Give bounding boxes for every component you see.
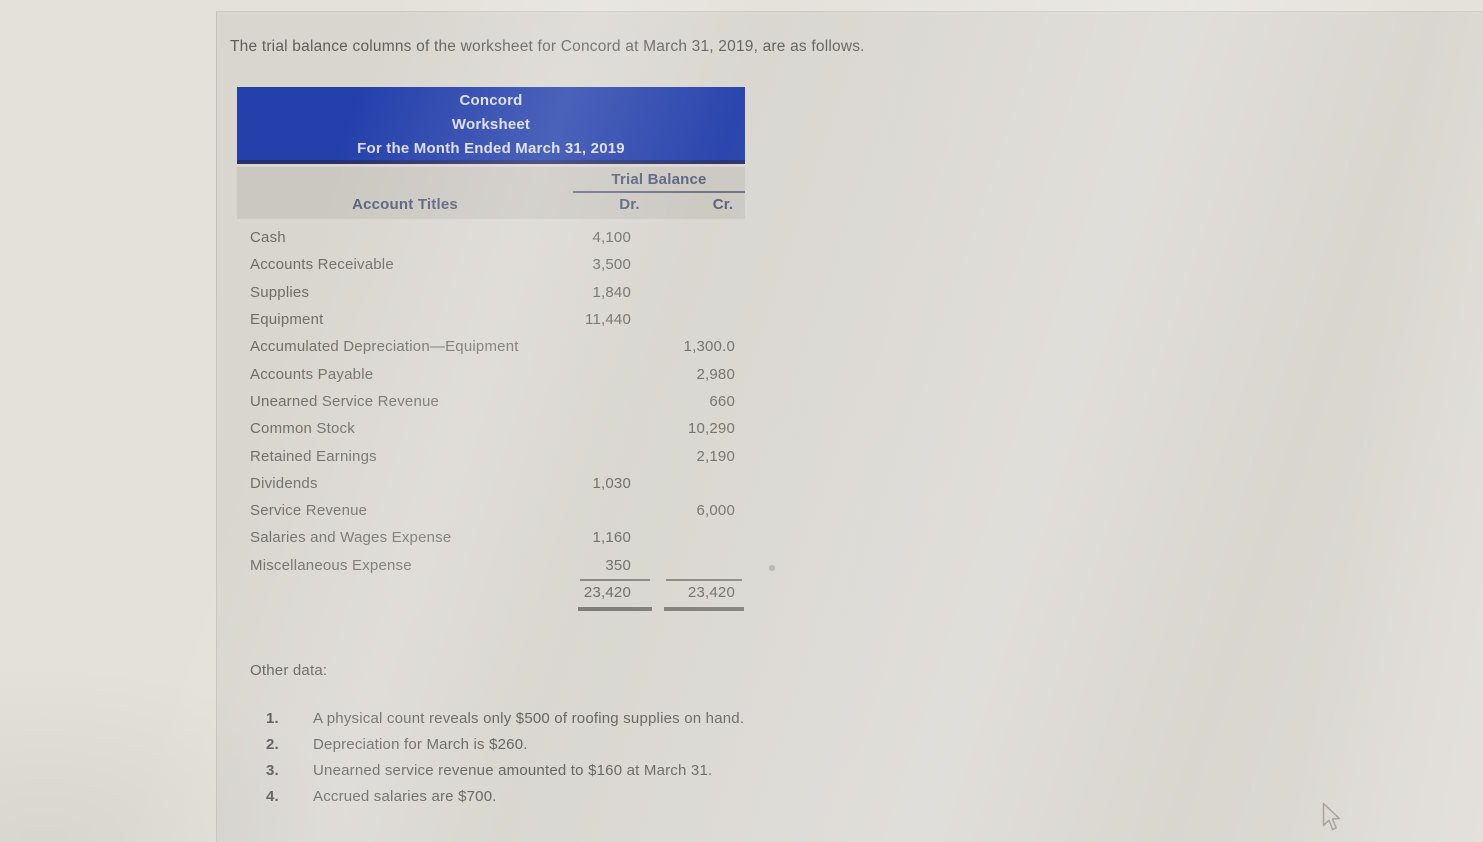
worksheet-period: For the Month Ended March 31, 2019 (357, 140, 625, 157)
table-row: Accounts Payable 2,980 (237, 360, 745, 387)
worksheet-title: Worksheet (451, 116, 531, 133)
column-header-cr: Cr. (712, 196, 734, 213)
dust-speck (769, 565, 775, 571)
account-name-cell: Cash (250, 229, 286, 247)
double-rule-dr (578, 607, 652, 611)
other-data-heading: Other data: (250, 662, 328, 679)
dr-value-cell: 1,030 (592, 474, 631, 492)
table-row: Supplies 1,840 (237, 279, 745, 306)
total-dr-cell: 23,420 (583, 584, 631, 601)
list-item-number: 4. (266, 787, 279, 805)
total-cr-cell: 23,420 (687, 584, 735, 601)
table-row: Accounts Receivable 3,500 (237, 251, 745, 278)
list-item: 3. Unearned service revenue amounted to … (266, 758, 744, 784)
single-rule-dr (580, 579, 650, 581)
table-row: Cash 4,100 (237, 224, 745, 251)
cr-value-cell: 6,000 (696, 502, 735, 520)
cr-value-cell: 10,290 (687, 420, 735, 438)
trial-balance-table: Cash 4,100 Accounts Receivable 3,500 Sup… (237, 224, 745, 606)
account-name-cell: Supplies (250, 283, 310, 301)
table-row: Retained Earnings 2,190 (237, 442, 745, 469)
problem-statement: The trial balance columns of the workshe… (230, 38, 865, 55)
list-item-text: Depreciation for March is $260. (313, 736, 528, 754)
cr-value-cell: 2,980 (696, 365, 735, 383)
account-name-cell: Salaries and Wages Expense (250, 529, 452, 547)
single-rule-cr (666, 579, 742, 581)
dr-value-cell: 1,160 (592, 529, 631, 547)
list-item-text: A physical count reveals only $500 of ro… (313, 710, 745, 728)
cr-value-cell: 660 (709, 392, 735, 410)
cr-value-cell: 2,190 (696, 447, 735, 465)
table-row: Unearned Service Revenue 660 (237, 388, 745, 415)
list-item-number: 2. (266, 736, 279, 754)
table-row: Common Stock 10,290 (237, 415, 745, 442)
totals-row: 23,420 23,420 (237, 579, 745, 606)
worksheet-header: Concord Worksheet For the Month Ended Ma… (237, 87, 745, 164)
mouse-cursor-icon (1322, 802, 1346, 840)
dr-value-cell: 4,100 (592, 229, 631, 247)
list-item-number: 3. (266, 761, 279, 779)
table-row: Accumulated Depreciation—Equipment 1,300… (237, 333, 745, 360)
account-name-cell: Accounts Payable (250, 365, 374, 383)
column-header-dr: Dr. (619, 196, 640, 213)
double-rule-cr (664, 607, 744, 611)
account-name-cell: Retained Earnings (250, 447, 377, 465)
table-row: Dividends 1,030 (237, 470, 745, 497)
table-row: Equipment 11,440 (237, 306, 745, 333)
dr-value-cell: 350 (605, 556, 631, 574)
account-name-cell: Service Revenue (250, 502, 368, 520)
cr-value-cell: 1,300.0 (683, 338, 735, 356)
account-name-cell: Equipment (250, 311, 324, 329)
list-item: 2. Depreciation for March is $260. (266, 732, 744, 758)
column-header-account-titles: Account Titles (352, 196, 458, 213)
dr-value-cell: 11,440 (585, 311, 631, 329)
account-name-cell: Common Stock (250, 420, 355, 438)
account-name-cell: Unearned Service Revenue (250, 392, 440, 410)
table-row: Salaries and Wages Expense 1,160 (237, 524, 745, 551)
account-name-cell: Dividends (250, 474, 318, 492)
column-header-band: Trial Balance Account Titles Dr. Cr. (237, 167, 745, 219)
table-row: Service Revenue 6,000 (237, 497, 745, 524)
account-name-cell: Accumulated Depreciation—Equipment (250, 338, 519, 356)
company-name: Concord (459, 92, 523, 109)
list-item-number: 1. (266, 710, 279, 728)
table-row: Miscellaneous Expense 350 (237, 552, 745, 579)
list-item-text: Unearned service revenue amounted to $16… (313, 761, 713, 779)
account-name-cell: Accounts Receivable (250, 256, 394, 274)
list-item: 1. A physical count reveals only $500 of… (266, 706, 744, 732)
account-name-cell: Miscellaneous Expense (250, 556, 412, 574)
list-item: 4. Accrued salaries are $700. (266, 783, 744, 809)
list-item-text: Accrued salaries are $700. (313, 787, 497, 805)
column-header-trial-balance: Trial Balance (573, 171, 745, 193)
other-data-list: 1. A physical count reveals only $500 of… (266, 706, 744, 809)
dr-value-cell: 1,840 (592, 283, 631, 301)
dr-value-cell: 3,500 (592, 256, 631, 274)
